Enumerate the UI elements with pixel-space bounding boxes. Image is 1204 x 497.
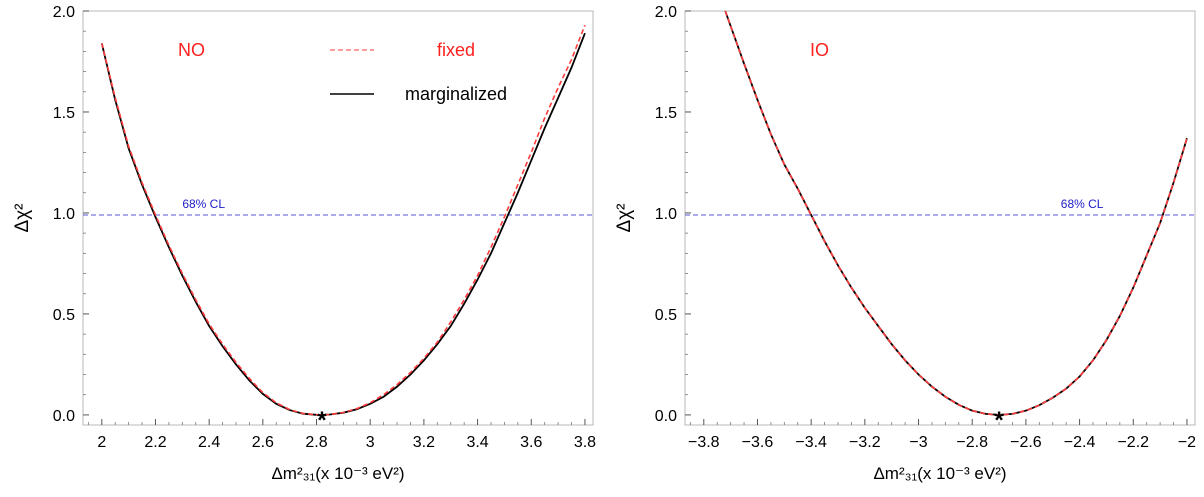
y-tick-label: 0.0 <box>53 408 75 425</box>
x-tick-label: 2.2 <box>144 434 166 451</box>
x-tick-label: 3.2 <box>413 434 435 451</box>
x-tick-label: −2.6 <box>1010 434 1042 451</box>
y-axis-label: Δχ² <box>12 204 33 233</box>
series-line-marginalized <box>724 10 1188 416</box>
y-tick-label: 0.5 <box>53 307 75 324</box>
cl-68-label: 68% CL <box>1061 197 1104 211</box>
series-line-fixed <box>724 10 1188 416</box>
y-tick-label: 0.5 <box>655 307 677 324</box>
chart-no-svg: 2 2.2 2.4 2.6 2.8 3 3.2 3.4 3.6 3.8 0.0 0.5 1.0 1.5 2.… <box>12 4 596 483</box>
series-line-fixed <box>101 24 586 416</box>
legend-label-fixed: fixed <box>437 40 475 60</box>
plot-frame <box>684 10 1196 426</box>
chart-panel-no: 2 2.2 2.4 2.6 2.8 3 3.2 3.4 3.6 3.8 0.0 0.5 1.0 1.5 2.… <box>12 4 596 483</box>
y-tick-label: 1.5 <box>53 105 75 122</box>
x-tick-label: 3.4 <box>466 434 488 451</box>
hierarchy-label: IO <box>810 40 829 60</box>
best-fit-star: * <box>317 407 327 434</box>
y-tick-label: 2.0 <box>655 4 677 21</box>
x-tick-label: −2.8 <box>956 434 988 451</box>
x-tick-label: −2 <box>1178 434 1196 451</box>
x-axis-label: Δm²₃₁(x 10⁻³ eV²) <box>271 464 404 483</box>
x-axis-label: Δm²₃₁(x 10⁻³ eV²) <box>873 464 1006 483</box>
y-tick-label: 2.0 <box>53 4 75 21</box>
x-tick-label: −3.2 <box>849 434 881 451</box>
x-tick-label: −3 <box>909 434 927 451</box>
legend-label-marginalized: marginalized <box>405 84 507 104</box>
series-line-marginalized <box>100 32 586 416</box>
chart-io-svg: −3.8 −3.6 −3.4 −3.2 −3 −2.8 −2.6 −2.4 −2.2 −2 0.0 0… <box>614 4 1196 483</box>
y-tick-label: 1.0 <box>655 206 677 223</box>
hierarchy-label: NO <box>178 40 205 60</box>
y-axis-label: Δχ² <box>614 204 635 233</box>
x-tick-label: 2.8 <box>305 434 327 451</box>
y-tick-label: 1.5 <box>655 105 677 122</box>
x-tick-label: −2.4 <box>1064 434 1096 451</box>
x-tick-label: −3.6 <box>742 434 774 451</box>
y-tick-label: 0.0 <box>655 408 677 425</box>
x-tick-label: 2 <box>97 434 106 451</box>
x-tick-label: −3.4 <box>795 434 827 451</box>
x-tick-label: 2.4 <box>198 434 220 451</box>
x-tick-label: 2.6 <box>252 434 274 451</box>
plot-frame <box>82 10 594 426</box>
x-tick-label: 3.8 <box>574 434 596 451</box>
y-tick-label: 1.0 <box>53 206 75 223</box>
x-tick-label: 3 <box>366 434 375 451</box>
x-tick-label: −2.2 <box>1117 434 1149 451</box>
x-tick-label: −3.8 <box>688 434 720 451</box>
chart-panel-io: −3.8 −3.6 −3.4 −3.2 −3 −2.8 −2.6 −2.4 −2.2 −2 0.0 0… <box>602 0 1204 497</box>
best-fit-star: * <box>994 407 1004 434</box>
x-tick-label: 3.6 <box>520 434 542 451</box>
cl-68-label: 68% CL <box>182 197 225 211</box>
